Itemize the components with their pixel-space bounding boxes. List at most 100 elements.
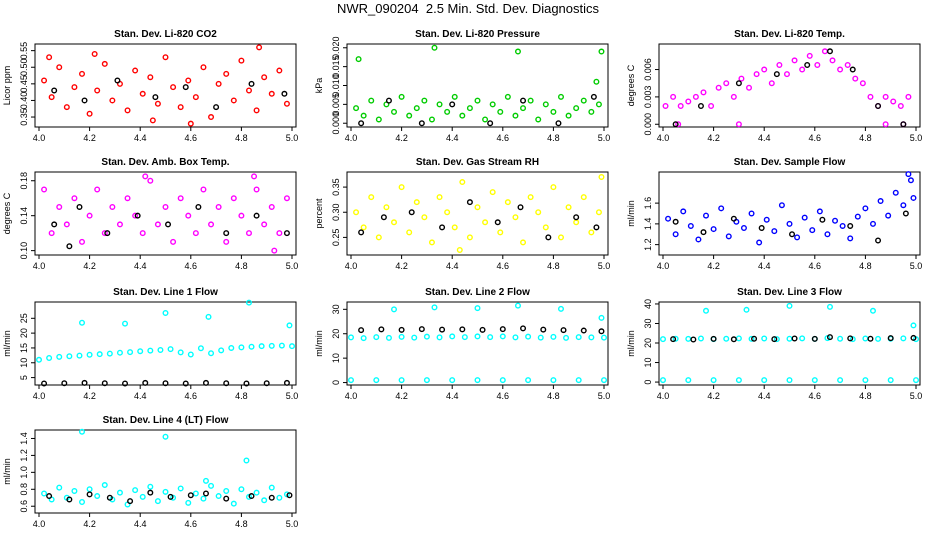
data-point bbox=[51, 221, 58, 228]
y-tick-label: 1.6 bbox=[643, 197, 653, 210]
data-point bbox=[837, 66, 844, 73]
data-point bbox=[697, 103, 704, 110]
data-point bbox=[391, 219, 398, 226]
data-point bbox=[786, 302, 793, 309]
y-tick-label: 0.35 bbox=[331, 178, 341, 196]
data-point bbox=[451, 93, 458, 100]
chart-title: Stan. Dev. Amb. Box Temp. bbox=[101, 157, 229, 168]
data-point bbox=[421, 214, 428, 221]
data-point bbox=[690, 336, 697, 343]
data-point bbox=[520, 325, 527, 332]
data-point bbox=[368, 97, 375, 104]
plot-frame bbox=[658, 301, 921, 386]
data-point bbox=[116, 221, 123, 228]
data-point bbox=[76, 203, 83, 210]
data-point bbox=[276, 494, 283, 501]
data-point bbox=[905, 93, 912, 100]
plot-frame bbox=[346, 171, 609, 256]
data-point bbox=[588, 108, 595, 115]
data-point bbox=[122, 380, 129, 387]
data-point bbox=[902, 210, 909, 217]
data-point bbox=[598, 174, 605, 181]
data-point bbox=[474, 333, 481, 340]
data-point bbox=[482, 116, 489, 123]
data-point bbox=[248, 493, 255, 500]
data-point bbox=[573, 105, 580, 112]
data-point bbox=[36, 356, 43, 363]
x-tick-label: 4.8 bbox=[235, 519, 248, 529]
x-tick-label: 4.4 bbox=[134, 261, 147, 271]
x-tick-label: 4.2 bbox=[83, 391, 96, 401]
x-tick-label: 4.2 bbox=[707, 133, 720, 143]
data-point bbox=[261, 221, 268, 228]
data-point bbox=[373, 334, 380, 341]
data-point bbox=[391, 306, 398, 313]
data-point bbox=[380, 214, 387, 221]
data-point bbox=[662, 103, 669, 110]
data-point bbox=[761, 377, 768, 384]
data-point bbox=[489, 189, 496, 196]
data-point bbox=[550, 377, 557, 384]
plot-frame bbox=[658, 171, 921, 256]
data-point bbox=[238, 486, 245, 493]
data-point bbox=[132, 67, 139, 74]
data-point bbox=[228, 344, 235, 351]
data-point bbox=[358, 327, 365, 334]
data-point bbox=[771, 336, 778, 343]
data-point bbox=[185, 212, 192, 219]
data-point bbox=[230, 195, 237, 202]
data-point bbox=[697, 335, 704, 342]
data-point bbox=[897, 103, 904, 110]
data-point bbox=[557, 93, 564, 100]
data-point bbox=[910, 322, 917, 329]
data-point bbox=[910, 334, 917, 341]
data-point bbox=[869, 220, 876, 227]
chart-panel-1: Stan. Dev. Li-820 CO2 Licor ppm 4.0 4.2 4.4 4… bbox=[2, 29, 298, 143]
data-point bbox=[147, 74, 154, 81]
x-tick-label: 4.4 bbox=[446, 133, 459, 143]
data-point bbox=[588, 229, 595, 236]
data-point bbox=[200, 186, 207, 193]
data-point bbox=[187, 492, 194, 499]
data-point bbox=[81, 97, 88, 104]
data-point bbox=[844, 61, 851, 68]
data-point bbox=[832, 217, 839, 224]
data-point bbox=[195, 203, 202, 210]
x-tick-label: 4.6 bbox=[497, 261, 510, 271]
y-tick-label: 1.4 bbox=[19, 432, 29, 445]
data-point bbox=[398, 377, 405, 384]
x-tick-label: 4.0 bbox=[345, 133, 358, 143]
data-point bbox=[353, 209, 360, 216]
data-point bbox=[286, 322, 293, 329]
data-point bbox=[451, 224, 458, 231]
plot-frame bbox=[346, 301, 609, 386]
data-point bbox=[580, 327, 587, 334]
chart-panel-6: Stan. Dev. Sample Flow ml/min 4.0 4.2 4.4 4.6… bbox=[626, 157, 922, 271]
data-point bbox=[837, 335, 844, 342]
data-point bbox=[708, 103, 715, 110]
data-point bbox=[520, 97, 527, 104]
data-point bbox=[116, 489, 123, 496]
data-point bbox=[192, 94, 199, 101]
data-point bbox=[660, 377, 667, 384]
data-point bbox=[535, 209, 542, 216]
x-tick-label: 4.6 bbox=[185, 133, 198, 143]
data-point bbox=[685, 377, 692, 384]
data-point bbox=[413, 199, 420, 206]
data-point bbox=[670, 336, 677, 343]
data-point bbox=[192, 490, 199, 497]
x-tick-label: 4.2 bbox=[395, 133, 408, 143]
y-tick-label: 0.020 bbox=[331, 37, 341, 60]
data-point bbox=[398, 326, 405, 333]
plot-frame bbox=[34, 301, 297, 386]
data-point bbox=[723, 335, 730, 342]
data-point bbox=[550, 333, 557, 340]
data-point bbox=[200, 495, 207, 502]
data-point bbox=[154, 498, 161, 505]
data-point bbox=[573, 219, 580, 226]
data-point bbox=[847, 335, 854, 342]
data-point bbox=[187, 120, 194, 127]
data-point bbox=[76, 352, 83, 359]
data-point bbox=[348, 377, 355, 384]
x-tick-label: 4.4 bbox=[758, 133, 771, 143]
